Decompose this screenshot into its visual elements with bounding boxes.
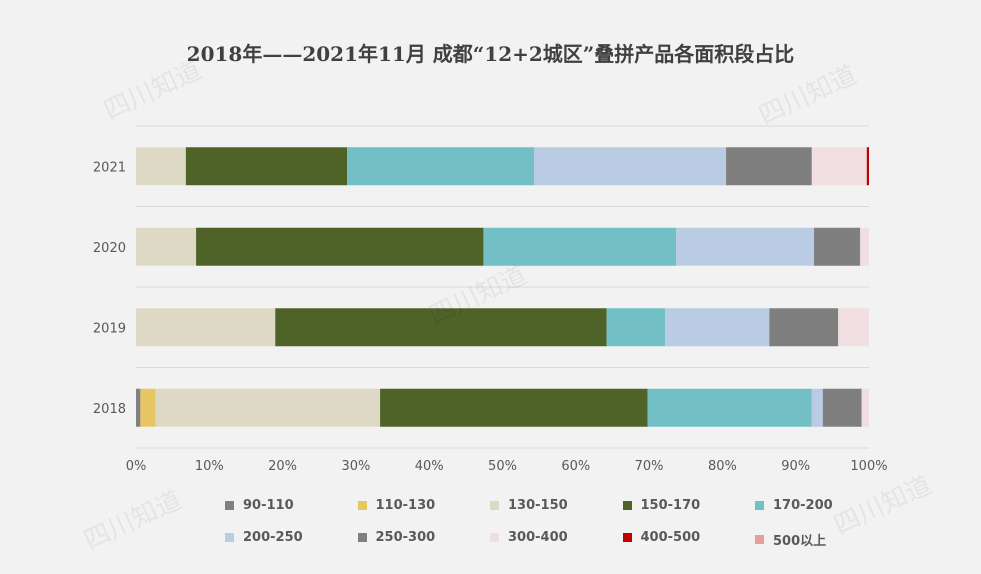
legend-label: 400-500 — [640, 530, 701, 545]
bar-segment — [136, 147, 186, 186]
legend-label: 150-170 — [640, 498, 701, 513]
legend-item: 200-250 — [225, 530, 303, 545]
bar-segment — [136, 388, 141, 427]
bar-segment — [814, 227, 861, 266]
legend-item: 250-300 — [357, 530, 436, 545]
y-tick-label: 2021 — [93, 160, 126, 175]
x-tick-label: 40% — [415, 459, 444, 474]
bar-segment — [347, 147, 535, 186]
bar-segment — [811, 147, 867, 186]
legend-swatch — [490, 501, 499, 510]
legend-label: 500以上 — [773, 534, 827, 549]
bar-segment — [380, 388, 648, 427]
bar-segment — [861, 388, 869, 427]
legend-label: 130-150 — [508, 498, 568, 513]
bar-segment — [838, 308, 869, 347]
legend-swatch — [622, 501, 632, 510]
legend-label: 250-300 — [375, 530, 436, 545]
bar-segment — [665, 308, 770, 347]
bar-segment — [136, 308, 276, 347]
legend-label: 300-400 — [508, 530, 568, 545]
legend-label: 200-250 — [243, 530, 303, 545]
y-tick-label: 2020 — [93, 241, 126, 256]
legend-swatch — [225, 533, 234, 542]
legend-item: 110-130 — [357, 498, 436, 513]
chart-title: 2018年——2021年11月 成都“12+2城区”叠拼产品各面积段占比 — [186, 42, 795, 66]
bar-segment — [140, 388, 156, 427]
bar-segment — [866, 147, 869, 186]
legend-item: 150-170 — [622, 498, 701, 513]
legend-swatch — [755, 535, 764, 544]
bar-segment — [155, 388, 381, 427]
legend-item: 170-200 — [755, 498, 833, 513]
y-tick-label: 2018 — [93, 402, 126, 417]
legend-swatch — [225, 501, 234, 510]
x-tick-label: 50% — [488, 459, 517, 474]
bar-segment — [822, 388, 862, 427]
bar-segment — [676, 227, 815, 266]
legend-item: 500以上 — [755, 530, 826, 549]
legend-swatch — [357, 501, 367, 510]
bar-segment — [811, 388, 823, 427]
legend-item: 300-400 — [490, 530, 568, 545]
bar-segment — [136, 227, 197, 266]
legend-item: 130-150 — [490, 498, 568, 513]
x-tick-label: 80% — [708, 459, 737, 474]
bar-segment — [606, 308, 666, 347]
x-tick-label: 100% — [850, 459, 887, 474]
x-tick-label: 30% — [341, 459, 370, 474]
legend-item: 90-110 — [225, 498, 294, 513]
bar-segment — [860, 227, 869, 266]
x-tick-label: 20% — [268, 459, 297, 474]
legend-swatch — [357, 533, 367, 542]
bar-segment — [196, 227, 484, 266]
legend-label: 90-110 — [243, 498, 294, 513]
legend-swatch — [622, 533, 632, 542]
legend-label: 110-130 — [375, 498, 436, 513]
bar-segment — [647, 388, 812, 427]
legend-swatch — [490, 533, 499, 542]
y-tick-label: 2019 — [93, 321, 126, 336]
x-tick-label: 70% — [635, 459, 664, 474]
bar-segment — [483, 227, 677, 266]
legend-label: 170-200 — [773, 498, 833, 513]
bar-segment — [275, 308, 607, 347]
bar-segment — [726, 147, 812, 186]
bar-segment — [185, 147, 348, 186]
legend-item: 400-500 — [622, 530, 701, 545]
x-tick-label: 90% — [781, 459, 810, 474]
bar-segment — [769, 308, 839, 347]
bar-segment — [534, 147, 727, 186]
legend-swatch — [755, 501, 764, 510]
x-tick-label: 10% — [195, 459, 224, 474]
x-tick-label: 60% — [561, 459, 590, 474]
x-tick-label: 0% — [126, 459, 147, 474]
